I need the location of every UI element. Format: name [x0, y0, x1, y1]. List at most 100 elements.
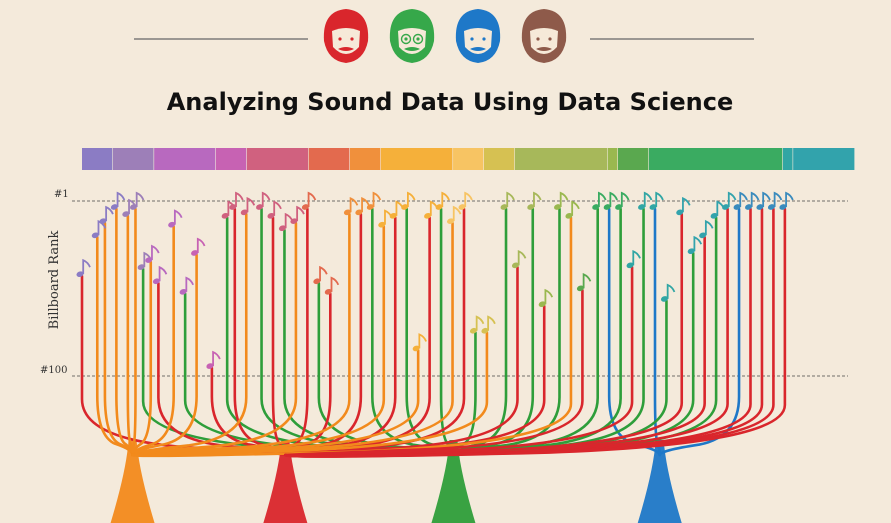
song-stem — [115, 207, 134, 457]
music-note-icon — [615, 191, 630, 210]
song-stem — [80, 274, 287, 457]
song-stem — [658, 207, 741, 457]
music-note-icon — [401, 191, 416, 210]
music-note-icon — [553, 191, 569, 210]
music-note-icon — [179, 276, 194, 295]
song-notes — [76, 191, 794, 369]
music-note-icon — [191, 237, 206, 256]
rank-top-label: #1 — [54, 189, 69, 200]
music-note-icon — [676, 196, 691, 216]
music-note-icon — [699, 219, 714, 239]
music-note-icon — [447, 205, 462, 224]
music-note-icon — [500, 191, 515, 210]
timeline-segment — [82, 148, 114, 170]
song-stem — [452, 251, 695, 457]
music-note-icon — [660, 283, 676, 302]
music-note-icon — [168, 209, 183, 228]
timeline-segment — [453, 148, 485, 170]
music-note-icon — [626, 249, 641, 269]
band-faces — [323, 9, 567, 63]
music-note-icon — [435, 191, 450, 210]
music-note-icon — [756, 191, 771, 210]
music-note-icon — [152, 265, 168, 285]
timeline-segment — [112, 148, 155, 170]
song-stem — [131, 253, 198, 457]
music-note-icon — [767, 191, 783, 210]
timeline-segment — [483, 148, 516, 170]
music-note-icon — [649, 191, 664, 210]
music-note-icon — [206, 350, 221, 369]
song-stem — [317, 281, 455, 457]
timeline-segment — [607, 148, 619, 170]
timeline-segment — [246, 148, 310, 170]
music-note-icon — [511, 249, 527, 269]
music-note-icon — [256, 191, 271, 210]
song-stem — [284, 266, 634, 457]
music-note-icon — [229, 191, 244, 210]
trunk-base — [110, 440, 155, 523]
music-note-icon — [91, 219, 107, 239]
face-green-icon — [389, 9, 435, 63]
song-stem — [607, 207, 662, 457]
song-stem — [452, 207, 535, 457]
timeline-color-bar — [82, 148, 856, 170]
music-note-icon — [145, 244, 160, 263]
music-note-icon — [458, 191, 473, 210]
song-stem — [284, 266, 519, 457]
music-note-icon — [290, 205, 305, 224]
music-note-icon — [710, 200, 725, 219]
music-note-icon — [469, 315, 485, 334]
music-note-icon — [343, 196, 359, 216]
music-note-icon — [129, 191, 145, 210]
rank-bottom-label: #100 — [40, 365, 67, 376]
music-note-icon — [565, 200, 580, 219]
music-note-icon — [687, 235, 703, 255]
song-stem — [283, 228, 455, 457]
timeline-segment — [648, 148, 784, 170]
trunk-base — [263, 440, 308, 523]
music-note-icon — [603, 191, 618, 210]
music-note-icon — [733, 191, 748, 210]
music-note-icon — [424, 200, 439, 219]
music-note-icon — [240, 196, 256, 216]
timeline-segment — [215, 148, 248, 170]
tree-trunks — [110, 440, 682, 523]
music-note-icon — [779, 191, 794, 210]
music-note-icon — [99, 205, 114, 224]
music-note-icon — [538, 288, 554, 308]
song-stems — [80, 207, 787, 458]
face-blue-icon — [455, 9, 501, 63]
music-note-icon — [638, 191, 653, 210]
music-note-icon — [527, 191, 542, 210]
music-note-icon — [412, 333, 427, 352]
music-note-icon — [301, 191, 317, 210]
music-note-icon — [355, 196, 370, 216]
music-note-icon — [481, 315, 496, 334]
music-note-icon — [378, 209, 393, 228]
timeline-segment — [782, 148, 794, 170]
music-note-icon — [722, 191, 737, 210]
music-note-icon — [576, 272, 592, 292]
music-note-icon — [389, 200, 405, 219]
song-stem — [284, 207, 787, 458]
timeline-segment — [349, 148, 382, 170]
face-brown-icon — [521, 9, 567, 63]
music-note-icon — [278, 212, 294, 232]
page-title: Analyzing Sound Data Using Data Science — [167, 88, 734, 116]
music-note-icon — [267, 200, 282, 219]
song-stem — [452, 216, 718, 457]
timeline-segment — [308, 148, 351, 170]
timeline-segment — [380, 148, 454, 170]
music-note-icon — [110, 191, 126, 210]
music-note-icon — [324, 276, 340, 295]
music-note-icon — [744, 191, 760, 210]
face-red-icon — [323, 9, 369, 63]
timeline-segment — [514, 148, 609, 170]
timeline-segment — [793, 148, 856, 170]
music-note-icon — [76, 258, 91, 277]
timeline-segment — [154, 148, 217, 170]
trunk-base — [637, 440, 682, 523]
song-stem — [126, 214, 134, 457]
timeline-segment — [617, 148, 650, 170]
music-note-icon — [366, 191, 382, 210]
